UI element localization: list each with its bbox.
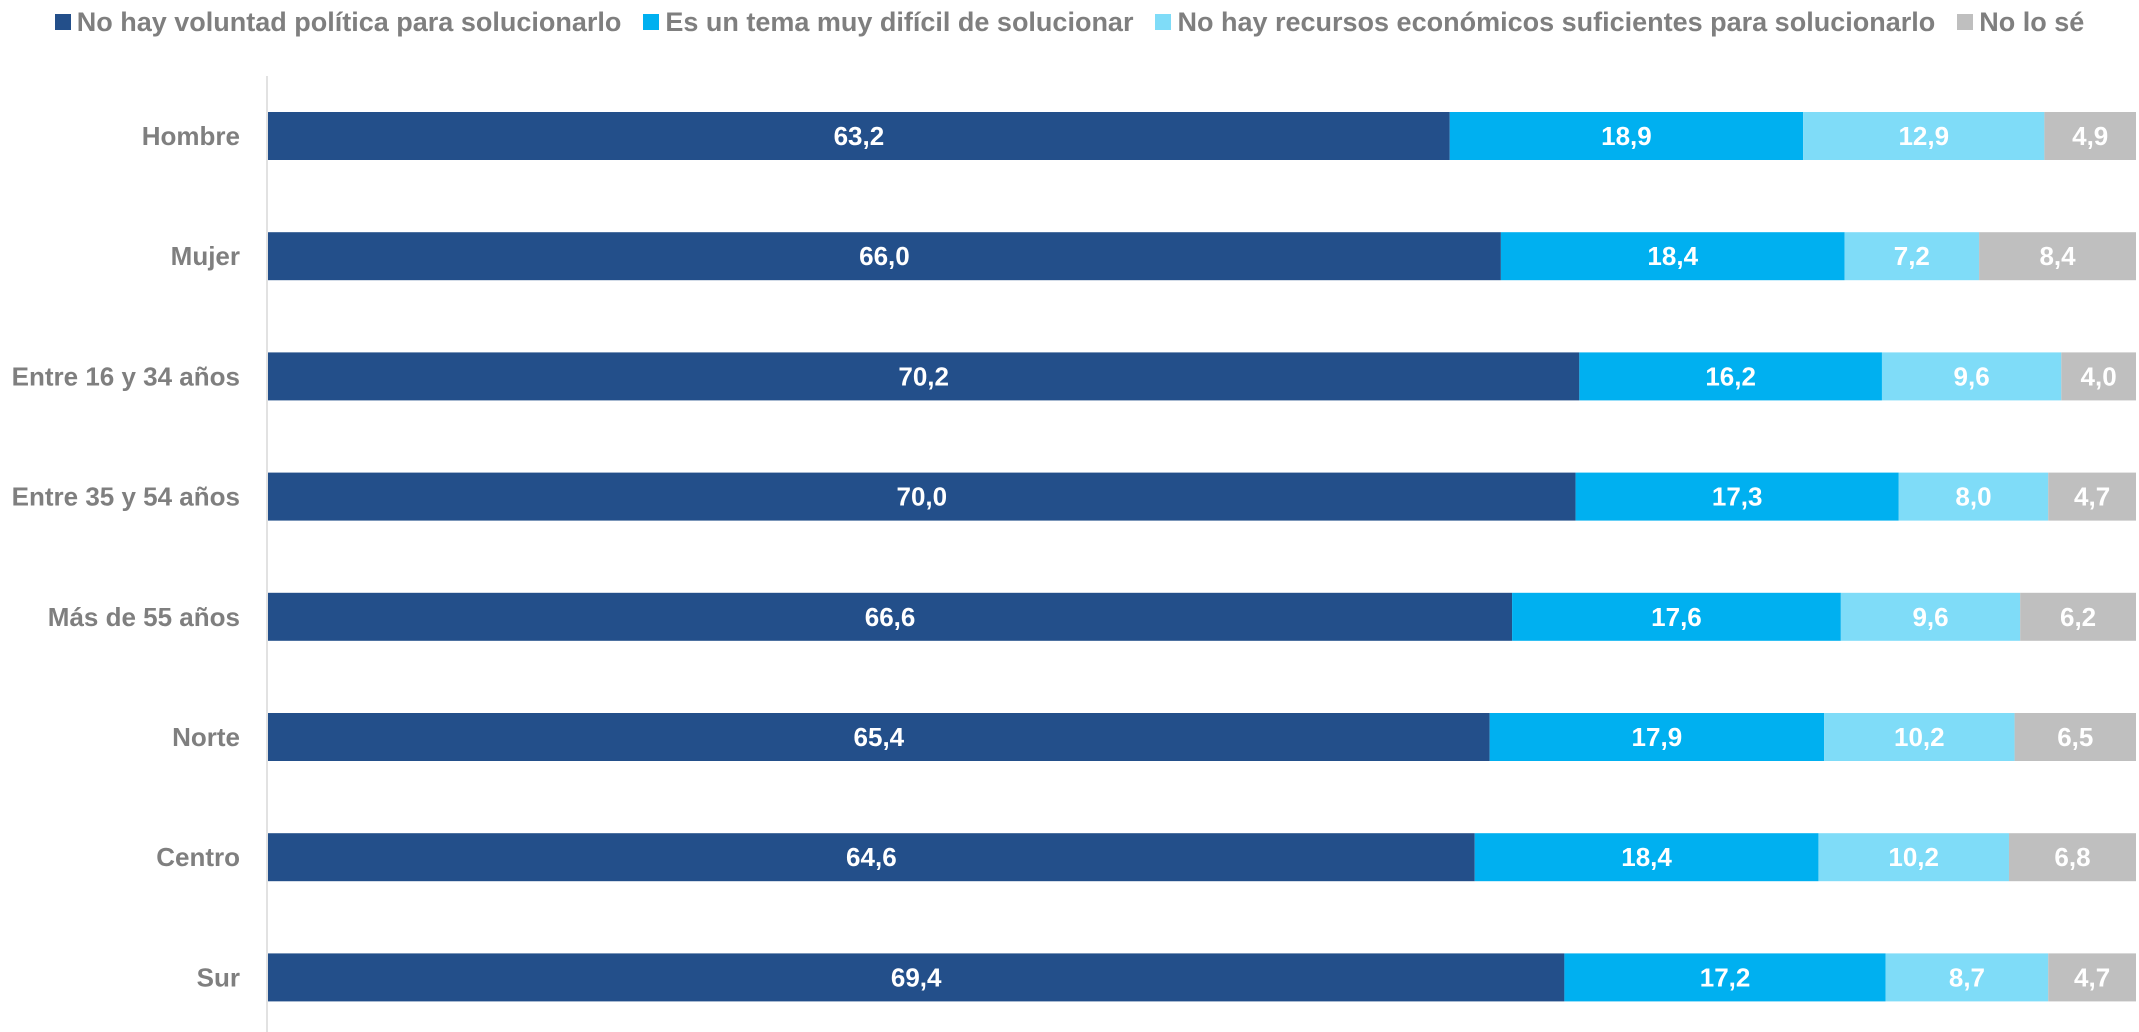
bar-segment bbox=[1818, 833, 2009, 882]
bar-segment bbox=[2020, 592, 2136, 641]
legend-swatch bbox=[54, 14, 71, 30]
data-label: 63,2 bbox=[834, 121, 885, 151]
bar-segment bbox=[2048, 953, 2136, 1002]
bar-segment bbox=[268, 953, 1565, 1002]
data-label: 17,3 bbox=[1712, 482, 1763, 512]
category-label: Hombre bbox=[142, 121, 240, 151]
legend-item: No lo sé bbox=[1957, 7, 2084, 38]
legend-label: No lo sé bbox=[1979, 6, 2085, 37]
data-label: 66,0 bbox=[859, 241, 910, 271]
bar-segment bbox=[1500, 232, 1845, 281]
category-label: Entre 35 y 54 años bbox=[12, 482, 240, 512]
bar-segment bbox=[1575, 472, 1899, 521]
legend-item: No hay voluntad política para solucionar… bbox=[54, 6, 622, 38]
category-label: Norte bbox=[172, 722, 240, 752]
bar-segment bbox=[2061, 352, 2136, 401]
legend-label: No hay voluntad política para solucionar… bbox=[76, 6, 622, 37]
bar-segment bbox=[1449, 112, 1804, 160]
bar-segment bbox=[1474, 833, 1819, 882]
data-label: 8,0 bbox=[1955, 482, 1991, 512]
bar-segment bbox=[268, 352, 1580, 401]
bar-segment bbox=[1824, 713, 2015, 761]
data-label: 70,2 bbox=[898, 361, 949, 391]
bar-segment bbox=[2044, 112, 2136, 160]
data-label: 9,6 bbox=[1912, 602, 1948, 632]
bar-segment bbox=[2048, 472, 2136, 521]
legend-swatch bbox=[643, 14, 660, 30]
legend-item: Es un tema muy difícil de solucionar bbox=[643, 7, 1133, 38]
data-label: 10,2 bbox=[1888, 842, 1939, 872]
data-label: 4,9 bbox=[2072, 121, 2108, 151]
bar-segment bbox=[1803, 112, 2045, 160]
data-label: 70,0 bbox=[896, 482, 947, 512]
bar-segment bbox=[1844, 232, 1980, 281]
bar-segment bbox=[1881, 352, 2062, 401]
bar-segment bbox=[268, 833, 1475, 882]
bar-segment bbox=[1979, 232, 2136, 281]
bar-segment bbox=[268, 112, 1450, 160]
bar-segment bbox=[1885, 953, 2049, 1002]
data-label: 66,6 bbox=[865, 602, 916, 632]
bar-segment bbox=[1564, 953, 1886, 1002]
data-label: 8,4 bbox=[2039, 241, 2076, 271]
data-label: 18,4 bbox=[1621, 842, 1672, 872]
bar-segment bbox=[268, 592, 1513, 641]
bar-segment bbox=[1898, 472, 2049, 521]
data-label: 6,2 bbox=[2060, 602, 2096, 632]
bar-segment bbox=[1840, 592, 2021, 641]
data-label: 9,6 bbox=[1954, 361, 1990, 391]
data-label: 17,2 bbox=[1700, 962, 1751, 992]
data-label: 6,8 bbox=[2054, 842, 2090, 872]
category-label: Centro bbox=[156, 842, 240, 872]
category-label: Más de 55 años bbox=[48, 602, 240, 632]
data-label: 8,7 bbox=[1949, 962, 1985, 992]
legend-item: No hay recursos económicos suficientes p… bbox=[1155, 7, 1935, 38]
data-label: 17,9 bbox=[1632, 722, 1683, 752]
data-label: 4,7 bbox=[2074, 962, 2110, 992]
category-label: Mujer bbox=[171, 241, 240, 271]
bar-segment bbox=[1489, 713, 1825, 761]
category-label: Sur bbox=[197, 962, 240, 992]
data-label: 4,0 bbox=[2081, 361, 2117, 391]
bar-segment bbox=[268, 472, 1576, 521]
data-label: 6,5 bbox=[2057, 722, 2093, 752]
bar-segment bbox=[268, 713, 1490, 761]
data-label: 17,6 bbox=[1651, 602, 1702, 632]
legend: No hay voluntad política para solucionar… bbox=[0, 2, 2139, 42]
bar-segment bbox=[1512, 592, 1841, 641]
bar-segment bbox=[1579, 352, 1882, 401]
legend-label: Es un tema muy difícil de solucionar bbox=[665, 6, 1134, 37]
bar-segment bbox=[268, 232, 1501, 281]
data-label: 12,9 bbox=[1898, 121, 1949, 151]
data-label: 10,2 bbox=[1894, 722, 1945, 752]
bar-segment bbox=[2014, 713, 2136, 761]
data-label: 4,7 bbox=[2074, 482, 2110, 512]
data-label: 16,2 bbox=[1705, 361, 1756, 391]
data-label: 65,4 bbox=[854, 722, 905, 752]
legend-label: No hay recursos económicos suficientes p… bbox=[1177, 6, 1936, 37]
legend-swatch bbox=[1957, 14, 1974, 30]
data-label: 69,4 bbox=[891, 962, 942, 992]
data-label: 7,2 bbox=[1894, 241, 1930, 271]
bar-segment bbox=[2008, 833, 2136, 882]
legend-swatch bbox=[1155, 14, 1172, 30]
data-label: 64,6 bbox=[846, 842, 897, 872]
data-label: 18,9 bbox=[1601, 121, 1652, 151]
data-label: 18,4 bbox=[1647, 241, 1698, 271]
category-label: Entre 16 y 34 años bbox=[12, 361, 240, 391]
